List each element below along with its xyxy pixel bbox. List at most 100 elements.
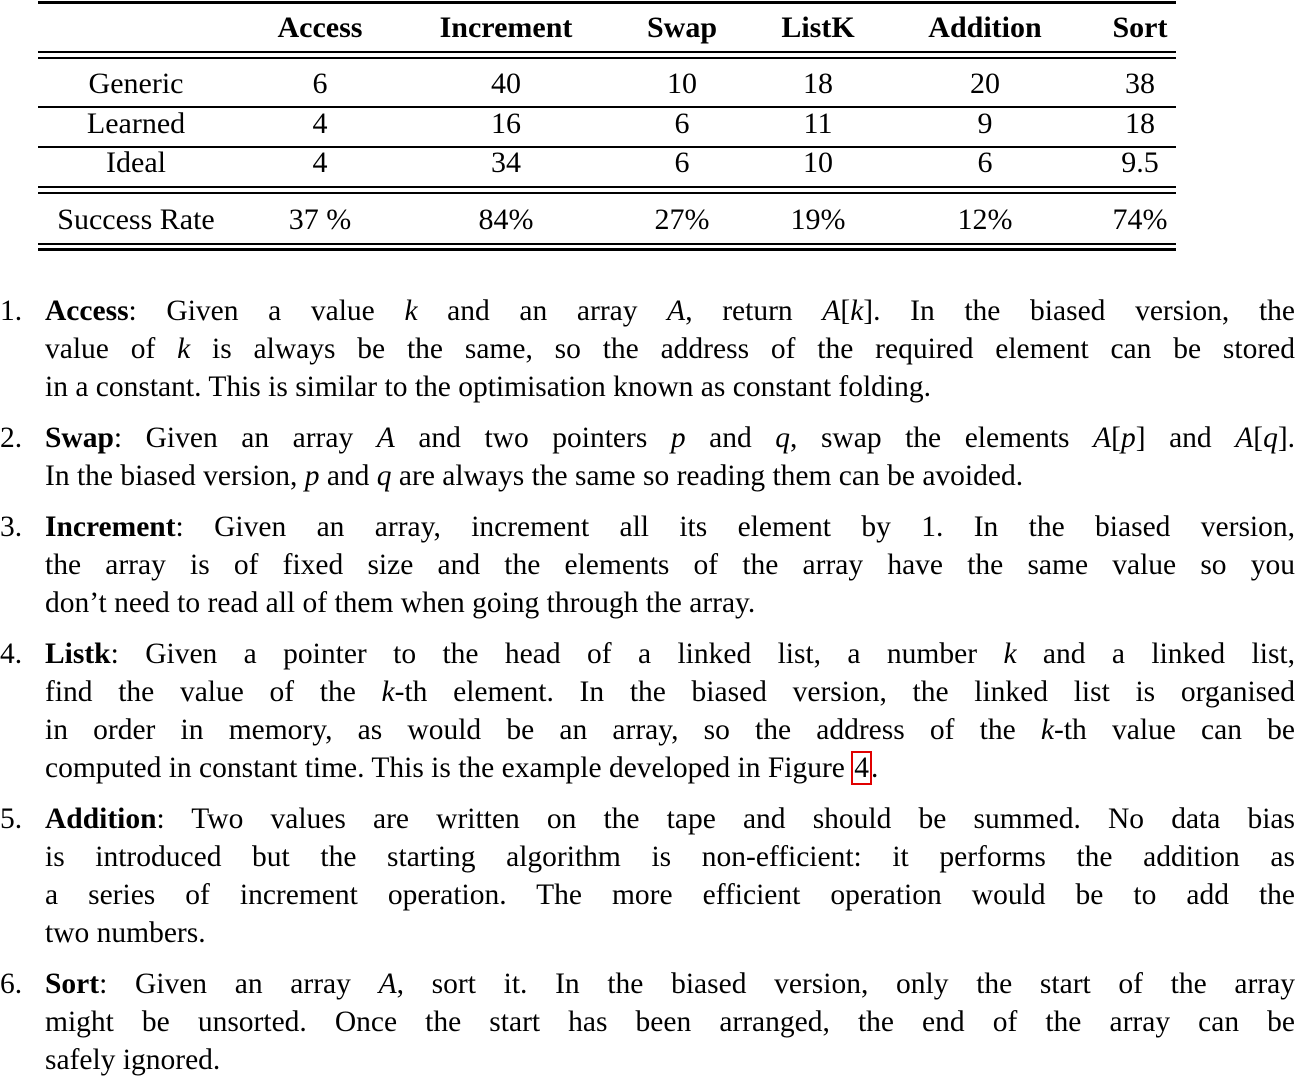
table-cell: 6 [674, 146, 690, 179]
text: , swap the elements [790, 422, 1094, 454]
text: in a constant. This is similar to the op… [45, 371, 932, 403]
table-cell: 34 [491, 146, 521, 179]
text: ]. In the biased version, the [863, 295, 1295, 327]
task-list: 1. Access: Given a value k and an array A… [0, 292, 1295, 1092]
success-rate-cell: 27% [654, 203, 710, 236]
math-variable: p [1120, 422, 1136, 454]
row-label: Success Rate [57, 203, 215, 236]
math-variable: k [1040, 714, 1055, 746]
table-cell: 10 [803, 146, 833, 179]
text-line: find the value of the k-th element. In t… [45, 673, 1295, 711]
row-label: Ideal [106, 146, 166, 179]
table-cell: 18 [1125, 107, 1155, 140]
text: and a linked list, [1016, 638, 1295, 670]
text: [ [1111, 422, 1121, 454]
text: don’t need to read all of them when goin… [45, 587, 756, 619]
success-rate-cell: 74% [1112, 203, 1168, 236]
table-cell: 6 [312, 67, 328, 100]
term-label: Increment [45, 511, 176, 543]
math-variable: k [1003, 638, 1017, 670]
text-line: two numbers. [45, 914, 1295, 952]
column-header: Increment [439, 11, 573, 44]
text-line: Increment: Given an array, increment all… [45, 508, 1295, 546]
text-line: the array is of fixed size and the eleme… [45, 546, 1295, 584]
math-variable: k [381, 676, 395, 708]
item-number: 1. [0, 295, 23, 327]
header-rule [38, 57, 1176, 59]
text-line: in a constant. This is similar to the op… [45, 368, 1295, 406]
item-number: 5. [0, 803, 23, 835]
text: In the biased version, [45, 460, 305, 492]
text-line: a series of increment operation. The mor… [45, 876, 1295, 914]
text-line: Addition: Two values are written on the … [45, 800, 1295, 838]
text: computed in constant time. This is the e… [45, 752, 853, 784]
top-rule [38, 1, 1176, 4]
text: the array is of fixed size and the eleme… [45, 549, 1295, 581]
text: : Given a value [128, 295, 405, 327]
text-line: Swap: Given an array A and two pointers … [45, 419, 1295, 457]
math-variable: k [177, 333, 191, 365]
text: ]. [1277, 422, 1296, 454]
text: and an array [417, 295, 668, 327]
table-cell: 9 [977, 107, 993, 140]
text: [ [1253, 422, 1264, 454]
text-line: in order in memory, as would be an array… [45, 711, 1295, 749]
text: [ [840, 295, 851, 327]
table-cell: 38 [1125, 67, 1155, 100]
table-cell: 20 [970, 67, 1000, 100]
text-line: is introduced but the starting algorithm… [45, 838, 1295, 876]
text: a series of increment operation. The mor… [45, 879, 1295, 911]
table-cell: 4 [312, 107, 328, 140]
table-cell: 16 [491, 107, 521, 140]
bottom-rule [38, 248, 1176, 251]
text: is introduced but the starting algorithm… [45, 841, 1295, 873]
term-label: Addition [45, 803, 157, 835]
footer-rule [38, 186, 1176, 188]
math-variable: A [822, 295, 841, 327]
text-line: computed in constant time. This is the e… [45, 749, 1295, 787]
row-rule [38, 106, 1176, 108]
math-variable: p [670, 422, 686, 454]
table-cell: 9.5 [1121, 146, 1159, 179]
text: ] and [1135, 422, 1236, 454]
text: is always be the same, so the address of… [190, 333, 1295, 365]
math-variable: q [1263, 422, 1278, 454]
math-variable: k [404, 295, 418, 327]
text: : Given an array [99, 968, 379, 1000]
math-variable: q [376, 460, 392, 492]
math-variable: q [775, 422, 791, 454]
text-line: don’t need to read all of them when goin… [45, 584, 1295, 622]
footer-rule [38, 192, 1176, 194]
item-number: 2. [0, 422, 23, 454]
text: in order in memory, as would be an array… [45, 714, 1041, 746]
text-line: Sort: Given an array A, sort it. In the … [45, 965, 1295, 1003]
success-rate-cell: 12% [957, 203, 1013, 236]
text: might be unsorted. Once the start has be… [45, 1006, 1295, 1038]
text: , sort it. In the biased version, only t… [396, 968, 1296, 1000]
math-variable: A [378, 968, 397, 1000]
success-rate-cell: 19% [790, 203, 846, 236]
list-item: 4. Listk: Given a pointer to the head of … [0, 635, 1295, 787]
text: , return [685, 295, 823, 327]
text: . [871, 752, 879, 784]
math-variable: A [1235, 422, 1254, 454]
text-line: safely ignored. [45, 1041, 1295, 1079]
header-rule [38, 51, 1176, 53]
text: are always the same so reading them can … [391, 460, 1024, 492]
text: value of [45, 333, 178, 365]
column-header: Access [277, 11, 363, 44]
row-rule [38, 146, 1176, 148]
list-item: 1. Access: Given a value k and an array A… [0, 292, 1295, 406]
bottom-rule [38, 243, 1176, 245]
text: and [319, 460, 377, 492]
math-variable: k [850, 295, 864, 327]
text: safely ignored. [45, 1044, 221, 1076]
table-cell: 18 [803, 67, 833, 100]
column-header: Addition [928, 11, 1042, 44]
list-item: 6. Sort: Given an array A, sort it. In th… [0, 965, 1295, 1079]
table-cell: 11 [803, 107, 833, 140]
column-header: Sort [1112, 11, 1168, 44]
success-rate-cell: 37 % [288, 203, 352, 236]
figure-reference-link[interactable]: 4 [851, 751, 873, 785]
text-line: Access: Given a value k and an array A, … [45, 292, 1295, 330]
